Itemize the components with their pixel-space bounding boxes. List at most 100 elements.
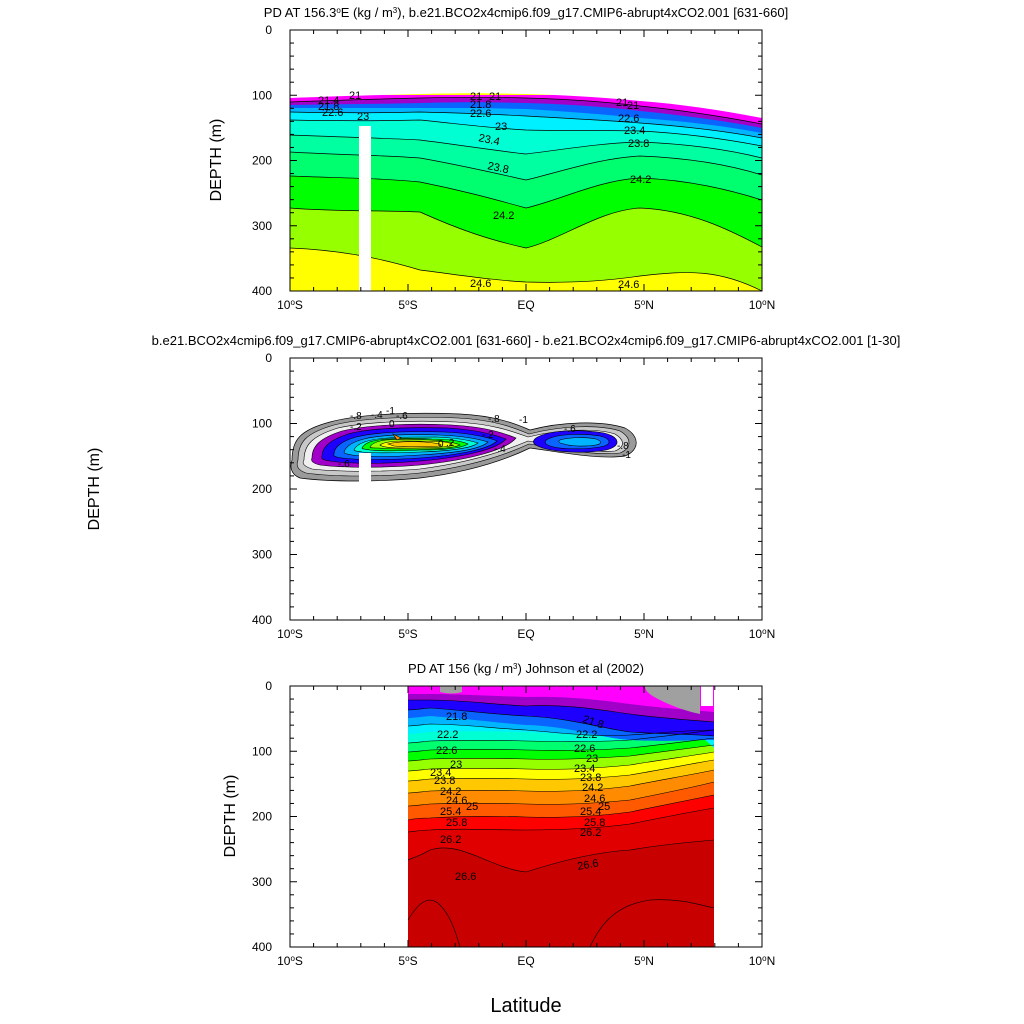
- p3-label-22.6-b: 22.6: [574, 743, 595, 755]
- panel-2-ylabel: DEPTH (m): [86, 448, 103, 531]
- y-tick-label: 300: [252, 219, 272, 233]
- p3-contour-lines: [407, 699, 715, 947]
- y-tick-label: 100: [252, 744, 272, 758]
- p2-band-orange: [387, 441, 442, 448]
- p3-contour-25: [407, 769, 715, 794]
- p3-label-25.8-b: 25.8: [584, 817, 605, 829]
- panel-2-title: b.e21.BCO2x4cmip6.f09_g17.CMIP6-abrupt4x…: [152, 333, 901, 348]
- p1-surface-mask: [290, 30, 762, 118]
- panel-3-ylabel: DEPTH (m): [222, 775, 239, 858]
- p2-missing-gap: [359, 453, 371, 483]
- p1-label-21: 21: [349, 90, 361, 102]
- p3-label-23-b: 23: [586, 753, 598, 765]
- p2-label-f: 0: [389, 419, 395, 430]
- p3-band-grey-left: [440, 686, 462, 694]
- x-tick-label: 10oN: [749, 954, 775, 969]
- p1-label-23.8-b: 23.8: [628, 138, 649, 150]
- panel-1-title: PD AT 156.3oE (kg / m3), b.e21.BCO2x4cmi…: [264, 5, 788, 20]
- x-tick-label: 5oN: [634, 627, 654, 642]
- p3-label-26.6-b: 26.6: [576, 857, 599, 873]
- p1-label-21.8: 21.8: [318, 101, 339, 113]
- panel-1-axes: 10oS 5oS EQ 5oN 10oN 0 100 200 300 400: [252, 23, 775, 312]
- panel-3-axes: 10oS 5oS EQ 5oN 10oN 0 100 200 300 400: [252, 679, 775, 968]
- panel-3-title: PD AT 156 (kg / m3) Johnson et al (2002): [408, 661, 644, 676]
- p2-label-k: -1: [519, 415, 528, 426]
- p1-label-22.6: 22.6: [322, 107, 343, 119]
- p3-contour-21.8: [408, 699, 715, 723]
- p3-label-21.8-a: 21.8: [446, 711, 467, 723]
- p2-label-n: -.6: [564, 424, 576, 435]
- x-axis-label: Latitude: [490, 995, 561, 1017]
- p3-contour-26.2: [407, 807, 715, 833]
- p1-label-23-a: 23: [357, 111, 369, 123]
- p2-label-o: -.8: [617, 441, 629, 452]
- p3-label-24.6-a: 24.6: [446, 795, 467, 807]
- p3-contour-23.4: [407, 737, 715, 753]
- panel-1-field: [290, 30, 762, 291]
- x-tick-label: 10oS: [277, 627, 303, 642]
- panel-3: PD AT 156 (kg / m3) Johnson et al (2002): [222, 661, 775, 968]
- p1-contour-22.6: [290, 111, 762, 139]
- p3-label-26.2-b: 26.2: [580, 827, 601, 839]
- p3-surface-gap: [701, 686, 713, 706]
- p2-label-l: -.2: [482, 430, 494, 441]
- p3-contour-23: [407, 729, 715, 744]
- p2-label-d: -.6: [396, 411, 408, 422]
- p3-contour-22.6: [407, 723, 715, 736]
- panel-2: b.e21.BCO2x4cmip6.f09_g17.CMIP6-abrupt4x…: [86, 333, 900, 641]
- p1-missing-gap: [359, 126, 371, 291]
- p1-contour-23: [290, 119, 762, 147]
- p1-contour-lines: [290, 96, 762, 291]
- y-tick-label: 0: [265, 351, 272, 365]
- p1-label-21-d: 21: [616, 97, 628, 109]
- p3-label-23.4-a: 23.4: [430, 767, 451, 779]
- p3-label-23.8-b: 23.8: [580, 772, 601, 784]
- y-tick-label: 300: [252, 548, 272, 562]
- panel-2-frame: [289, 357, 763, 621]
- p1-label-24.6-a: 24.6: [470, 278, 491, 290]
- p3-band-magenta: [408, 686, 714, 712]
- x-tick-label: 5oS: [398, 954, 417, 969]
- x-tick-label: EQ: [517, 627, 534, 641]
- y-tick-label: 200: [252, 810, 272, 824]
- p1-contour-21: [290, 96, 762, 125]
- y-tick-label: 300: [252, 875, 272, 889]
- p3-label-25-a: 25: [466, 801, 478, 813]
- p3-label-26.2-a: 26.2: [440, 834, 461, 846]
- p3-contour-24.2: [407, 751, 715, 772]
- p3-label-22.6-a: 22.6: [436, 745, 457, 757]
- p1-label-21.4: 21.4: [318, 95, 339, 107]
- x-tick-label: 10oN: [749, 627, 775, 642]
- p1-label-23-b: 23: [495, 121, 507, 133]
- p3-contour-labels: 21.8 22.2 22.6 23 23.4 23.8 24.2 24.6 25…: [430, 711, 610, 883]
- panel-1: PD AT 156.3oE (kg / m3), b.e21.BCO2x4cmi…: [208, 5, 788, 312]
- p2-label-a: -.8: [350, 411, 362, 422]
- y-tick-label: 400: [252, 613, 272, 627]
- y-tick-label: 100: [252, 88, 272, 102]
- p1-label-23.4-a: 23.4: [477, 132, 500, 148]
- p2-label-e: -.2: [350, 422, 362, 433]
- p3-contour-22.2: [407, 707, 715, 737]
- p3-contour-24.6: [407, 759, 715, 782]
- p1-contour-labels: 21 21.4 21.8 22.6 23 21 21 21.8 22.6 23 …: [318, 90, 651, 291]
- p3-label-23.8-a: 23.8: [434, 775, 455, 787]
- p3-label-22.2-a: 22.2: [437, 729, 458, 741]
- p3-contour-23.8: [407, 744, 715, 762]
- p1-contour-23.4: [290, 134, 762, 159]
- p2-contour-labels: -.8 -.4 -1 -.6 -.2 0 0 .2 -.6 -.8 -1 -.2…: [338, 406, 631, 470]
- y-tick-label: 400: [252, 940, 272, 954]
- p1-contour-23.8: [290, 175, 762, 209]
- p1-label-21-b: 21: [470, 91, 482, 103]
- p1-contour-24.6: [290, 247, 762, 291]
- panel-2-field: [290, 412, 637, 483]
- p2-label-m: -.4: [494, 444, 506, 455]
- p1-label-21-e: 21: [627, 100, 639, 112]
- y-tick-label: 100: [252, 417, 272, 431]
- p3-label-23.4-b: 23.4: [574, 763, 595, 775]
- p1-band-magenta: [290, 95, 762, 124]
- p2-label-b: -.4: [371, 410, 383, 421]
- p3-label-25-b: 25: [598, 801, 610, 813]
- p3-label-25.8-a: 25.8: [446, 817, 467, 829]
- p2-peak: [392, 433, 402, 441]
